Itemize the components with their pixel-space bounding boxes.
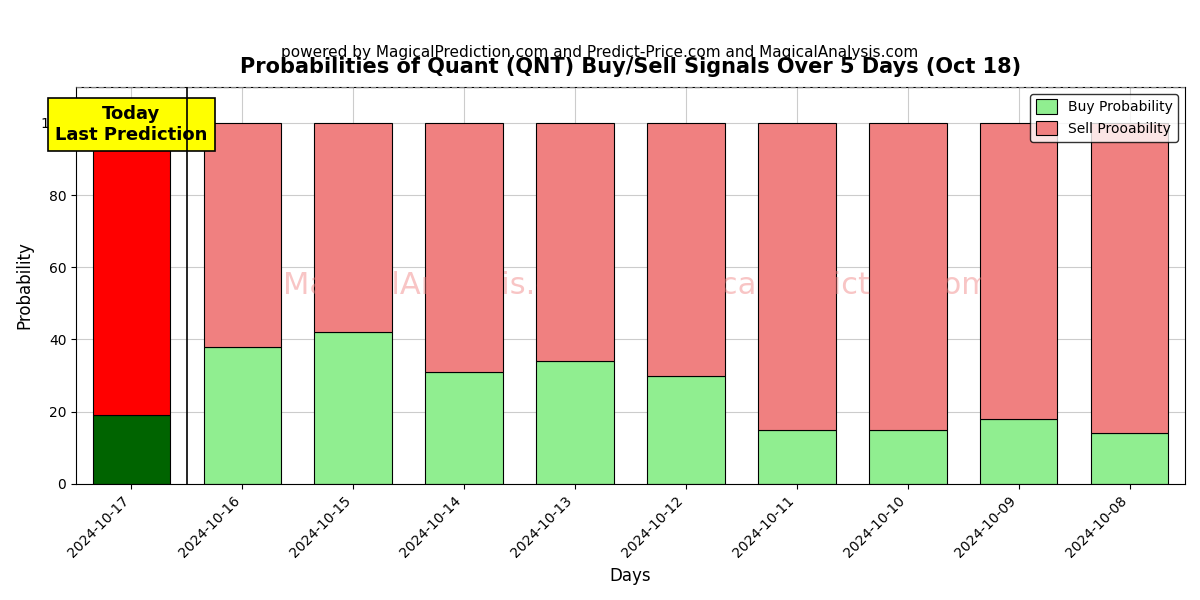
- Bar: [869, 123, 947, 430]
- Bar: [1091, 123, 1169, 433]
- Legend: Buy Probability, Sell Prooability: Buy Probability, Sell Prooability: [1030, 94, 1178, 142]
- Bar: [425, 123, 503, 372]
- Bar: [758, 123, 835, 430]
- Bar: [758, 430, 835, 484]
- Bar: [980, 123, 1057, 419]
- Bar: [204, 347, 281, 484]
- Bar: [869, 430, 947, 484]
- Bar: [536, 361, 614, 484]
- Title: Probabilities of Quant (QNT) Buy/Sell Signals Over 5 Days (Oct 18): Probabilities of Quant (QNT) Buy/Sell Si…: [240, 57, 1021, 77]
- Text: Today
Last Prediction: Today Last Prediction: [55, 105, 208, 144]
- Text: MagicalPrediction.com: MagicalPrediction.com: [648, 271, 990, 300]
- Bar: [92, 123, 170, 415]
- X-axis label: Days: Days: [610, 567, 652, 585]
- Text: powered by MagicalPrediction.com and Predict-Price.com and MagicalAnalysis.com: powered by MagicalPrediction.com and Pre…: [281, 45, 919, 60]
- Bar: [314, 123, 392, 332]
- Bar: [425, 372, 503, 484]
- Bar: [204, 123, 281, 347]
- Bar: [314, 332, 392, 484]
- Text: MagicalAnalysis.com: MagicalAnalysis.com: [283, 271, 600, 300]
- Bar: [980, 419, 1057, 484]
- Y-axis label: Probability: Probability: [14, 241, 32, 329]
- Bar: [536, 123, 614, 361]
- Bar: [92, 415, 170, 484]
- Bar: [647, 123, 725, 376]
- Bar: [647, 376, 725, 484]
- Bar: [1091, 433, 1169, 484]
